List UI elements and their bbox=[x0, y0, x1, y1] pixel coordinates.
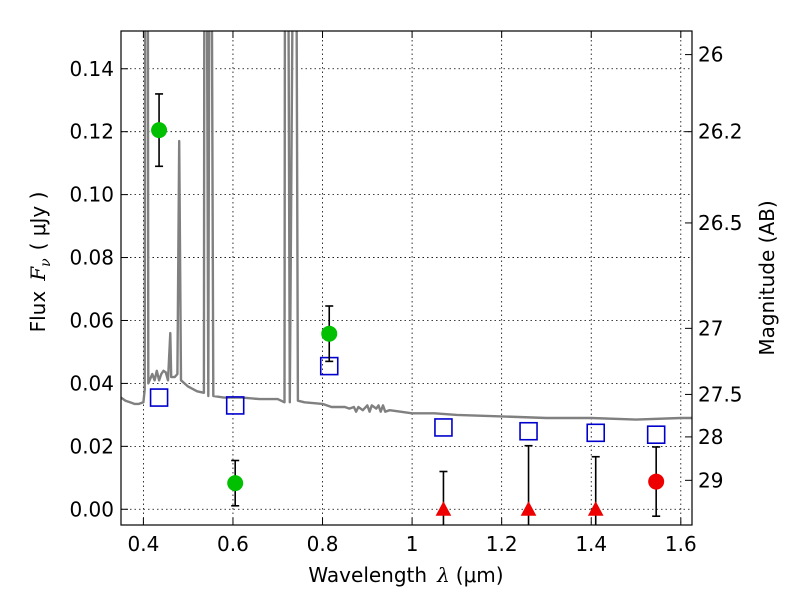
axis-ticks: 0.4 0.6 0.8 1 1.2 1.4 1.6 0.00 0.02 0.04 0.06 0.08 0… bbox=[69, 31, 743, 556]
y-tick-label: 0.08 bbox=[69, 246, 114, 270]
y-tick-label: 0.00 bbox=[69, 497, 114, 521]
model-flux-square bbox=[519, 421, 538, 441]
y-tick-label: 0.12 bbox=[69, 120, 114, 144]
observed-flux-point bbox=[151, 122, 168, 139]
x-axis-title-unit: (μm) bbox=[456, 563, 504, 587]
model-flux-square bbox=[225, 396, 245, 415]
model-flux-square bbox=[586, 423, 606, 443]
y2-axis-title: Magnitude (AB) bbox=[755, 200, 779, 355]
y-tick-label: 0.14 bbox=[69, 57, 114, 81]
y-tick-label: 0.10 bbox=[69, 183, 114, 207]
x-axis-title-text: Wavelength bbox=[308, 563, 427, 587]
plot-background bbox=[121, 31, 692, 525]
y2-tick-label: 29 bbox=[698, 468, 723, 492]
x-axis-title: Wavelength λ (μm) bbox=[308, 563, 503, 587]
y-axis-title-text: Flux bbox=[26, 291, 50, 333]
y2-tick-label: 28 bbox=[698, 425, 723, 449]
model-flux-square bbox=[149, 388, 169, 407]
x-tick-label: 1.2 bbox=[486, 532, 518, 556]
y-axis-title-unit: ( μJy ) bbox=[26, 192, 50, 251]
y-tick-label: 0.06 bbox=[69, 308, 114, 332]
upper-limit-triangle bbox=[435, 501, 452, 516]
x-tick-label: 1 bbox=[406, 532, 419, 556]
y-axis-title-symbol: F bbox=[26, 266, 50, 282]
data-layer bbox=[121, 31, 692, 525]
y2-tick-label: 26.2 bbox=[698, 120, 743, 144]
observed-flux-point bbox=[648, 473, 665, 490]
y2-tick-label: 27 bbox=[698, 316, 723, 340]
y-tick-label: 0.04 bbox=[69, 371, 114, 395]
upper-limit-triangle bbox=[587, 501, 604, 516]
y-tick-label: 0.02 bbox=[69, 434, 114, 458]
y-axis-title-subscript: ν bbox=[38, 258, 54, 267]
x-tick-label: 1.4 bbox=[575, 532, 607, 556]
x-tick-label: 0.6 bbox=[217, 532, 249, 556]
model-spectrum-line bbox=[121, 31, 692, 421]
observed-flux-point bbox=[321, 325, 338, 342]
x-axis-title-symbol: λ bbox=[436, 563, 450, 587]
y2-tick-label: 26.5 bbox=[698, 211, 743, 235]
model-flux-square bbox=[646, 425, 666, 444]
plot-frame bbox=[120, 30, 693, 526]
y2-tick-label: 27.5 bbox=[698, 382, 743, 406]
x-tick-label: 1.6 bbox=[665, 532, 697, 556]
y-axis-title: Flux Fν ( μJy ) bbox=[26, 192, 54, 333]
x-tick-label: 0.8 bbox=[307, 532, 339, 556]
model-flux-square bbox=[434, 418, 453, 437]
y2-tick-label: 26 bbox=[698, 43, 723, 67]
x-tick-label: 0.4 bbox=[127, 532, 159, 556]
upper-limit-triangle bbox=[520, 501, 537, 516]
observed-flux-point bbox=[227, 475, 244, 492]
grid-lines bbox=[121, 31, 692, 525]
